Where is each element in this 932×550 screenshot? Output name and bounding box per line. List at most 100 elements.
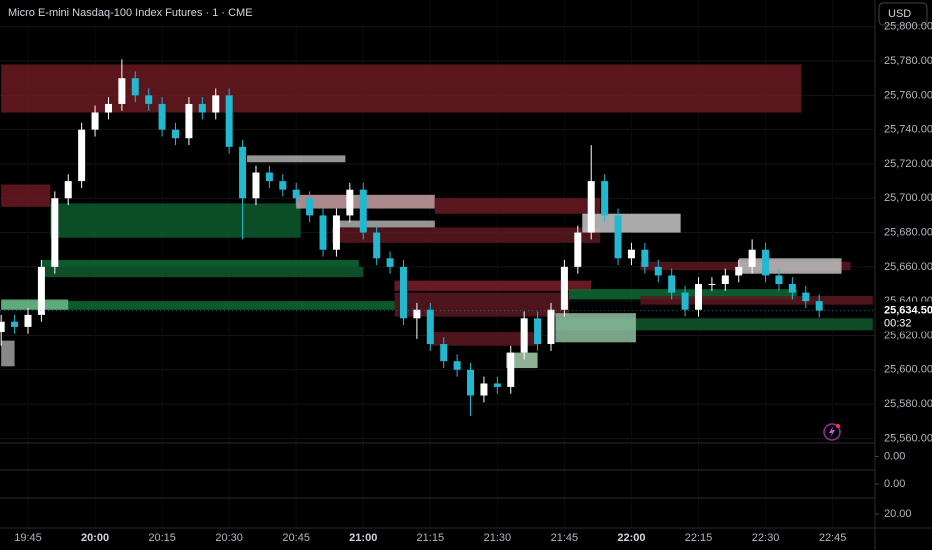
candle-body (172, 129, 180, 139)
candle-body (332, 215, 340, 250)
candle-body (467, 369, 475, 396)
zone (1, 301, 395, 310)
candle-body (815, 301, 823, 311)
candle-body (440, 344, 448, 362)
x-tick-label: 21:45 (551, 532, 579, 544)
candle-body (695, 284, 702, 310)
lightning-icon[interactable] (823, 423, 841, 441)
candle-body (748, 249, 756, 267)
candle-body (493, 383, 501, 387)
y-tick-label: 25,600.00 (884, 364, 932, 376)
candle-body (668, 275, 676, 293)
zone (555, 313, 636, 343)
candle-body (641, 249, 649, 267)
candle-body (386, 258, 394, 267)
candle-body (346, 189, 354, 216)
zone (582, 213, 681, 233)
candle-body (319, 215, 327, 250)
candle-body (185, 103, 193, 139)
zone (331, 227, 601, 243)
candle-body (802, 292, 810, 302)
candle-body (614, 215, 622, 259)
icon-dot (836, 424, 840, 428)
candle-body (547, 309, 555, 345)
candle-body (225, 95, 233, 147)
candle-body (239, 146, 247, 199)
candle-body (279, 181, 287, 190)
candle-body (601, 181, 609, 216)
candle-body (51, 198, 59, 267)
x-tick-label: 20:15 (148, 532, 176, 544)
zone (1, 340, 15, 367)
y-tick-label: 25,560.00 (884, 432, 932, 444)
y-tick-label: 25,780.00 (884, 55, 932, 67)
candle-body (373, 232, 381, 259)
currency-label[interactable]: USD (888, 8, 911, 20)
last-price-badge (876, 301, 932, 332)
candle-body (265, 172, 273, 182)
pane-tick-label: 0.00 (884, 450, 905, 462)
x-tick-label: 21:15 (417, 532, 445, 544)
zone (41, 260, 359, 267)
x-tick-label: 19:45 (14, 532, 42, 544)
x-tick-label: 22:00 (617, 532, 645, 544)
y-tick-label: 25,620.00 (884, 329, 932, 341)
y-tick-label: 25,680.00 (884, 226, 932, 238)
candle-body (64, 181, 72, 199)
candle-body (480, 383, 488, 396)
candle-body (681, 292, 689, 310)
candle-body (91, 112, 99, 130)
candle-body (104, 103, 112, 113)
zone (247, 155, 346, 163)
candle-body (292, 189, 300, 199)
candle-body (762, 249, 770, 276)
candle-body (775, 275, 783, 285)
zone (640, 296, 873, 305)
y-tick-label: 25,800.00 (884, 21, 932, 33)
candle-body (587, 181, 595, 233)
candle-body (359, 189, 367, 233)
candle-body (24, 314, 32, 327)
candle-body (78, 129, 86, 182)
x-tick-label: 20:30 (215, 532, 243, 544)
x-tick-label: 20:45 (282, 532, 310, 544)
candle-body (212, 95, 220, 113)
candle-body (520, 318, 528, 353)
icon-bolt (829, 426, 835, 438)
x-tick-label: 22:45 (819, 532, 847, 544)
zone (41, 266, 364, 278)
icon-ring (823, 423, 841, 441)
zone (1, 184, 51, 207)
y-tick-label: 25,720.00 (884, 158, 932, 170)
zone (434, 198, 601, 214)
candle-body (426, 309, 434, 345)
zone (336, 220, 435, 228)
candle-body (574, 232, 582, 267)
candle-body (654, 266, 662, 276)
last-price-label: 25,634.50 (884, 305, 932, 317)
zone (50, 203, 301, 238)
candle-body (131, 78, 139, 96)
candle-body (158, 103, 166, 130)
candle-body (788, 284, 796, 293)
zone (430, 332, 538, 346)
pane-tick-label: 0.00 (884, 478, 905, 490)
candle-body (721, 275, 729, 285)
candle-body (306, 198, 314, 216)
candle-body (735, 266, 743, 276)
chart-title: Micro E-mini Nasdaq-100 Index Futures · … (8, 7, 253, 19)
currency-button[interactable] (878, 2, 928, 26)
candle-body (708, 284, 716, 286)
candle-body (118, 78, 126, 104)
candle-body (560, 266, 568, 310)
zone (394, 280, 592, 291)
candle-body (534, 318, 542, 345)
x-tick-label: 21:00 (349, 532, 377, 544)
candle-body (627, 249, 635, 259)
candle-body (453, 361, 461, 370)
y-tick-label: 25,760.00 (884, 89, 932, 101)
x-tick-label: 21:30 (484, 532, 512, 544)
zone (1, 299, 69, 310)
y-tick-label: 25,660.00 (884, 261, 932, 273)
